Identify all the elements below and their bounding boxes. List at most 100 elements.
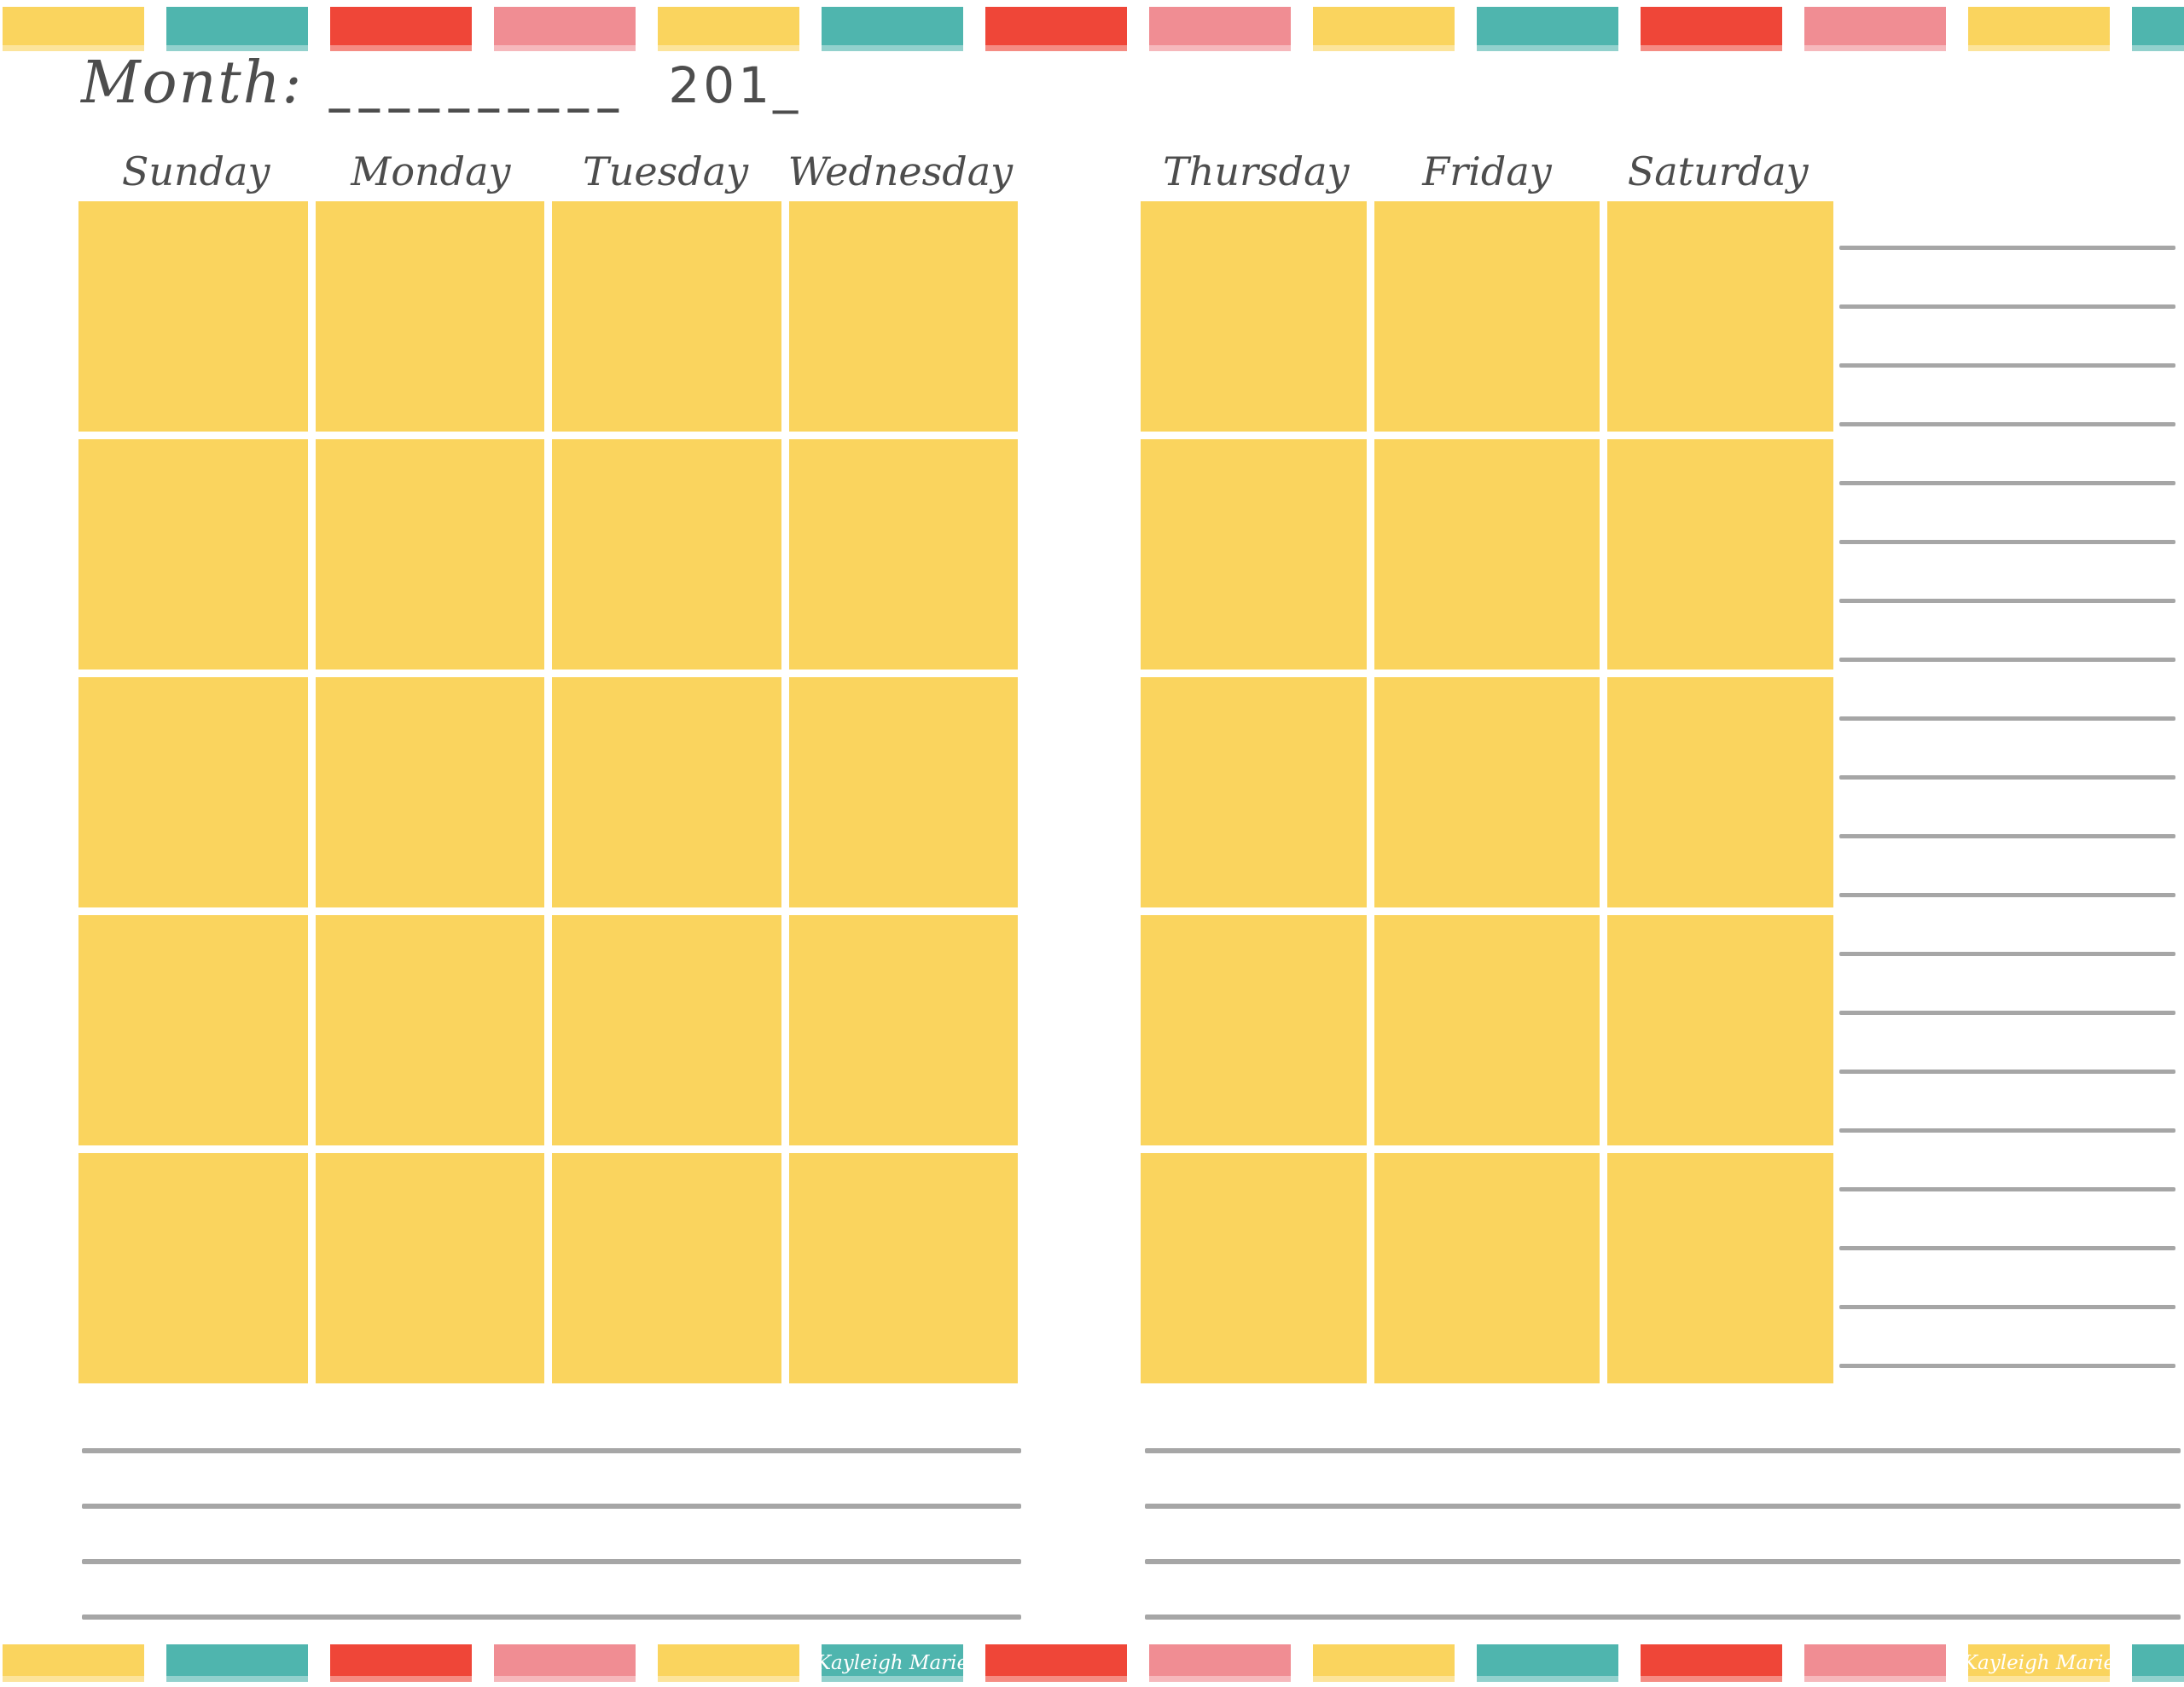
border-block-red xyxy=(1641,1644,1782,1682)
note-line xyxy=(1145,1504,2181,1509)
border-block-pink xyxy=(1804,7,1946,51)
day-header-sunday: Sunday xyxy=(121,148,270,194)
calendar-day-cell xyxy=(1141,201,1367,432)
note-line xyxy=(1839,1011,2175,1015)
note-line xyxy=(1839,775,2175,780)
note-line xyxy=(1839,1246,2175,1250)
note-line xyxy=(1839,658,2175,662)
border-block-teal xyxy=(2132,7,2184,51)
border-block-teal xyxy=(1477,1644,1618,1682)
calendar-day-cell xyxy=(1141,677,1367,907)
border-block-yellow xyxy=(3,7,144,51)
day-header-wednesday: Wednesday xyxy=(787,148,1014,194)
border-block-yellow xyxy=(658,1644,799,1682)
border-block-pink xyxy=(1149,1644,1291,1682)
border-block-yellow xyxy=(658,7,799,51)
calendar-day-cell xyxy=(315,439,544,670)
border-block-yellow xyxy=(1968,7,2110,51)
calendar-day-cell xyxy=(788,439,1018,670)
border-block-yellow xyxy=(3,1644,144,1682)
year-label: 201_ xyxy=(668,56,802,114)
right-page-day-headers: Thursday Friday Saturday xyxy=(1141,135,1833,198)
note-line xyxy=(82,1615,1021,1620)
day-header-monday: Monday xyxy=(351,148,511,194)
border-block-pink xyxy=(1804,1644,1946,1682)
calendar-day-cell xyxy=(315,677,544,907)
calendar-day-cell xyxy=(788,1153,1018,1383)
calendar-day-cell xyxy=(788,201,1018,432)
bottom-notes-right xyxy=(1145,1448,2181,1670)
calendar-day-cell xyxy=(1374,439,1600,670)
note-line xyxy=(1839,1364,2175,1368)
day-header-tuesday: Tuesday xyxy=(583,148,749,194)
calendar-day-cell xyxy=(1607,439,1833,670)
note-line xyxy=(1839,422,2175,426)
day-header-thursday: Thursday xyxy=(1163,148,1350,194)
note-line xyxy=(1145,1448,2181,1453)
right-calendar-grid xyxy=(1141,201,1833,1383)
border-block-red xyxy=(330,7,472,51)
border-block-pink xyxy=(494,1644,636,1682)
note-line xyxy=(1839,952,2175,956)
note-line xyxy=(1839,246,2175,250)
calendar-day-cell xyxy=(78,915,308,1145)
calendar-day-cell xyxy=(1607,677,1833,907)
calendar-day-cell xyxy=(1374,915,1600,1145)
calendar-day-cell xyxy=(315,1153,544,1383)
note-line xyxy=(1839,363,2175,368)
day-header-saturday: Saturday xyxy=(1627,148,1809,194)
border-block-teal xyxy=(166,7,308,51)
note-line xyxy=(82,1559,1021,1564)
note-line xyxy=(1839,834,2175,838)
side-notes-lines xyxy=(1839,246,2175,1423)
note-line xyxy=(1839,893,2175,897)
calendar-day-cell xyxy=(1141,439,1367,670)
note-line xyxy=(1839,599,2175,603)
calendar-day-cell xyxy=(1374,677,1600,907)
brand-signature: Kayleigh Marie xyxy=(816,1652,969,1674)
brand-signature: Kayleigh Marie xyxy=(1962,1652,2116,1674)
calendar-day-cell xyxy=(78,677,308,907)
border-block-pink xyxy=(494,7,636,51)
border-block-red xyxy=(330,1644,472,1682)
border-block-teal: Kayleigh Marie xyxy=(816,1644,969,1682)
calendar-day-cell xyxy=(788,915,1018,1145)
left-calendar-grid xyxy=(78,201,1018,1383)
calendar-day-cell xyxy=(788,677,1018,907)
border-block-teal xyxy=(2132,1644,2184,1682)
note-line xyxy=(1839,1128,2175,1133)
bottom-border-strip: Kayleigh Marie Kayleigh Marie xyxy=(3,1644,2184,1682)
calendar-day-cell xyxy=(78,1153,308,1383)
border-block-yellow: Kayleigh Marie xyxy=(1962,1644,2116,1682)
left-page-day-headers: Sunday Monday Tuesday Wednesday xyxy=(78,135,1018,198)
calendar-day-cell xyxy=(552,915,781,1145)
month-label: Month: xyxy=(81,49,304,117)
border-block-yellow xyxy=(1313,7,1455,51)
calendar-day-cell xyxy=(1374,1153,1600,1383)
calendar-day-cell xyxy=(78,439,308,670)
note-line xyxy=(1839,1305,2175,1309)
top-border-strip xyxy=(3,7,2184,51)
calendar-day-cell xyxy=(1607,915,1833,1145)
calendar-day-cell xyxy=(552,439,781,670)
note-line xyxy=(1839,481,2175,485)
border-block-teal xyxy=(166,1644,308,1682)
day-header-friday: Friday xyxy=(1422,148,1552,194)
page-title: Month: __________ 201_ xyxy=(81,49,801,117)
border-block-pink xyxy=(1149,7,1291,51)
border-block-red xyxy=(985,7,1127,51)
calendar-day-cell xyxy=(1607,1153,1833,1383)
border-block-teal xyxy=(1477,7,1618,51)
calendar-day-cell xyxy=(78,201,308,432)
calendar-day-cell xyxy=(1141,915,1367,1145)
note-line xyxy=(1145,1615,2181,1620)
border-block-yellow xyxy=(1313,1644,1455,1682)
calendar-day-cell xyxy=(1374,201,1600,432)
note-line xyxy=(1839,540,2175,544)
note-line xyxy=(1839,304,2175,309)
bottom-notes-left xyxy=(82,1448,1021,1670)
calendar-day-cell xyxy=(552,201,781,432)
calendar-day-cell xyxy=(315,915,544,1145)
calendar-day-cell xyxy=(1141,1153,1367,1383)
